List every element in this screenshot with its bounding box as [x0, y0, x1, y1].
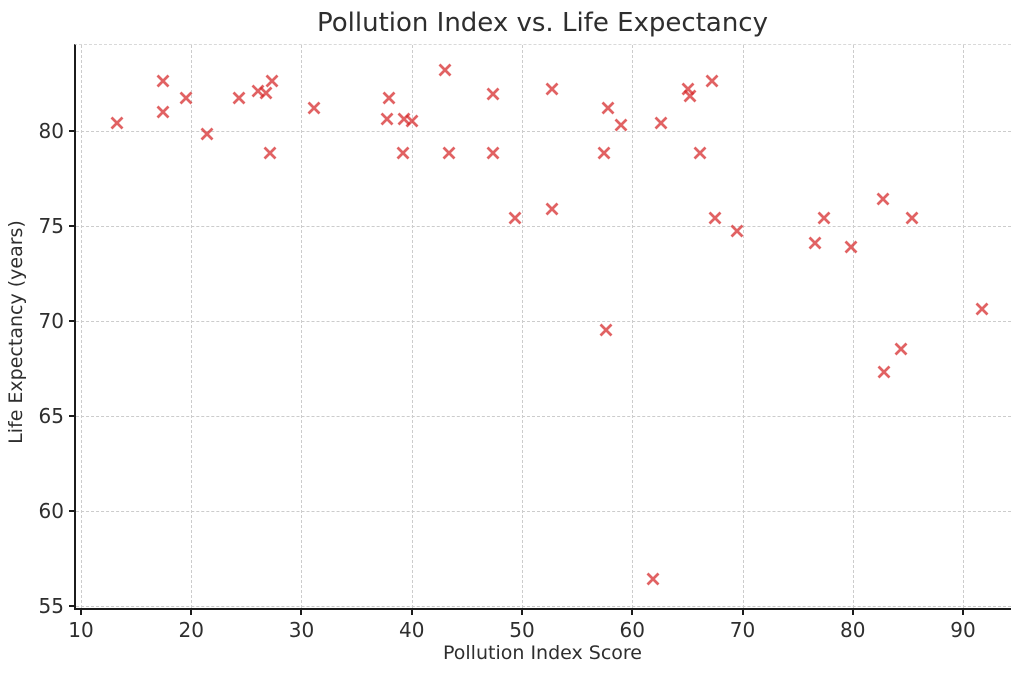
scatter-point-x-marker — [645, 571, 661, 587]
x-tick-label: 90 — [950, 618, 976, 642]
x-gridline — [301, 45, 303, 608]
scatter-point-x-marker — [155, 73, 171, 89]
scatter-point-x-marker — [507, 210, 523, 226]
y-gridline — [76, 510, 1011, 512]
y-tick-mark — [69, 605, 76, 608]
x-tick-label: 20 — [178, 618, 204, 642]
y-tick-label: 70 — [38, 308, 64, 333]
scatter-point-x-marker — [437, 62, 453, 78]
x-gridline — [411, 45, 413, 608]
scatter-point-x-marker — [404, 113, 420, 129]
scatter-point-x-marker — [653, 115, 669, 131]
scatter-point-x-marker — [598, 322, 614, 338]
scatter-point-x-marker — [600, 100, 616, 116]
scatter-point-x-marker — [306, 100, 322, 116]
scatter-point-x-marker — [262, 145, 278, 161]
chart-title: Pollution Index vs. Life Expectancy — [317, 8, 768, 38]
x-gridline — [80, 45, 82, 608]
x-tick-label: 40 — [399, 618, 425, 642]
scatter-point-x-marker — [441, 145, 457, 161]
scatter-point-x-marker — [544, 201, 560, 217]
x-tick-mark — [190, 608, 193, 615]
scatter-point-x-marker — [381, 90, 397, 106]
x-tick-mark — [741, 608, 744, 615]
y-tick-label: 75 — [38, 213, 64, 238]
x-tick-mark — [520, 608, 523, 615]
y-tick-mark — [69, 509, 76, 512]
scatter-point-x-marker — [613, 117, 629, 133]
x-tick-label: 70 — [729, 618, 756, 642]
x-tick-mark — [851, 608, 854, 615]
scatter-point-x-marker — [816, 210, 832, 226]
y-tick-mark — [69, 129, 76, 132]
scatter-point-x-marker — [155, 104, 171, 120]
x-gridline — [963, 45, 965, 608]
x-gridline — [742, 45, 744, 608]
x-tick-mark — [631, 608, 634, 615]
x-gridline — [521, 45, 523, 608]
scatter-point-x-marker — [682, 88, 698, 104]
x-tick-label: 50 — [509, 618, 535, 642]
scatter-point-x-marker — [379, 111, 395, 127]
x-tick-mark — [79, 608, 82, 615]
x-tick-mark — [962, 608, 965, 615]
scatter-point-x-marker — [485, 86, 501, 102]
scatter-point-x-marker — [893, 341, 909, 357]
x-axis-label: Pollution Index Score — [443, 642, 642, 664]
y-axis-label: Life Expectancy (years) — [5, 220, 27, 444]
y-tick-mark — [69, 319, 76, 322]
y-gridline — [76, 606, 1011, 608]
scatter-point-x-marker — [596, 145, 612, 161]
scatter-point-x-marker — [231, 90, 247, 106]
x-tick-label: 60 — [619, 618, 645, 642]
x-gridline — [852, 45, 854, 608]
scatter-point-x-marker — [258, 85, 274, 101]
scatter-point-x-marker — [875, 191, 891, 207]
scatter-point-x-marker — [178, 90, 194, 106]
x-gridline — [191, 45, 193, 608]
scatter-point-x-marker — [199, 126, 215, 142]
y-tick-label: 80 — [38, 118, 64, 143]
scatter-point-x-marker — [904, 210, 920, 226]
scatter-point-x-marker — [729, 223, 745, 239]
x-tick-label: 10 — [68, 618, 94, 642]
y-tick-label: 65 — [38, 403, 64, 428]
scatter-point-x-marker — [485, 145, 501, 161]
scatter-point-x-marker — [692, 145, 708, 161]
scatter-point-x-marker — [544, 81, 560, 97]
x-tick-label: 30 — [288, 618, 315, 642]
y-tick-mark — [69, 414, 76, 417]
scatter-point-x-marker — [707, 210, 723, 226]
scatter-point-x-marker — [807, 235, 823, 251]
y-tick-mark — [69, 224, 76, 227]
plot-area: 10 20 30 40 50 60 70 80 90 55 60 65 70 75 80 — [39, 44, 1011, 642]
y-gridline — [76, 225, 1011, 227]
y-tick-label: 60 — [38, 498, 64, 523]
scatter-point-x-marker — [109, 115, 125, 131]
x-gridline — [632, 45, 634, 608]
scatter-point-x-marker — [974, 301, 990, 317]
x-tick-mark — [300, 608, 303, 615]
scatter-point-x-marker — [704, 73, 720, 89]
y-gridline — [76, 415, 1011, 417]
scatter-point-x-marker — [876, 364, 892, 380]
y-tick-label: 55 — [38, 594, 64, 619]
y-gridline — [76, 320, 1011, 322]
y-gridline — [76, 130, 1011, 132]
scatter-point-x-marker — [264, 73, 280, 89]
x-tick-label: 80 — [840, 618, 866, 642]
x-tick-mark — [410, 608, 413, 615]
scatter-point-x-marker — [395, 145, 411, 161]
scatter-point-x-marker — [843, 239, 859, 255]
